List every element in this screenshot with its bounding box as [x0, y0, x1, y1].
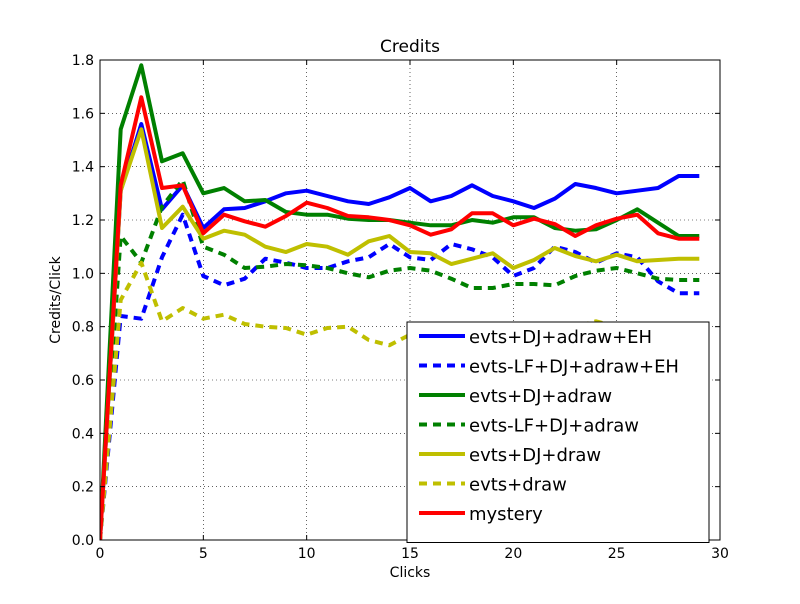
x-tick-label: 30 [711, 546, 729, 562]
y-tick-label: 0.6 [72, 373, 94, 389]
legend-label: evts-LF+DJ+adraw+EH [469, 357, 679, 378]
ticks: 0 5 10 15 20 25 30 0.0 0.2 0.4 0.6 0.8 1.0 1.2 1.4 1.6 1… [72, 53, 729, 562]
y-tick-label: 0.4 [72, 426, 94, 442]
x-tick-label: 15 [401, 546, 419, 562]
chart-title: Credits [380, 37, 440, 57]
legend-label: evts+DJ+adraw [469, 386, 612, 407]
x-tick-label: 0 [96, 546, 105, 562]
x-axis-label: Clicks [390, 565, 431, 581]
x-tick-label: 5 [199, 546, 208, 562]
legend-label: evts+draw [469, 475, 567, 496]
series-line-6 [100, 95, 700, 540]
legend-label: evts+DJ+adraw+EH [469, 327, 652, 348]
y-axis-label: Credits/Click [48, 255, 64, 343]
legend-label: evts-LF+DJ+adraw [469, 416, 639, 437]
legend: evts+DJ+adraw+EH evts-LF+DJ+adraw+EH evts+… [406, 321, 710, 543]
legend-label: mystery [469, 504, 543, 525]
y-tick-label: 1.2 [72, 213, 94, 229]
y-tick-label: 0.2 [72, 480, 94, 496]
y-tick-label: 1.8 [72, 53, 94, 69]
y-tick-label: 1.4 [72, 160, 94, 176]
x-tick-label: 20 [504, 546, 522, 562]
legend-label: evts+DJ+draw [469, 445, 601, 466]
y-tick-label: 0.8 [72, 320, 94, 336]
y-tick-label: 0.0 [72, 533, 94, 549]
legend-box [406, 321, 710, 543]
x-tick-label: 25 [608, 546, 626, 562]
y-tick-label: 1.0 [72, 266, 94, 282]
x-tick-label: 10 [298, 546, 316, 562]
series-line-4 [100, 127, 700, 540]
y-tick-label: 1.6 [72, 106, 94, 122]
